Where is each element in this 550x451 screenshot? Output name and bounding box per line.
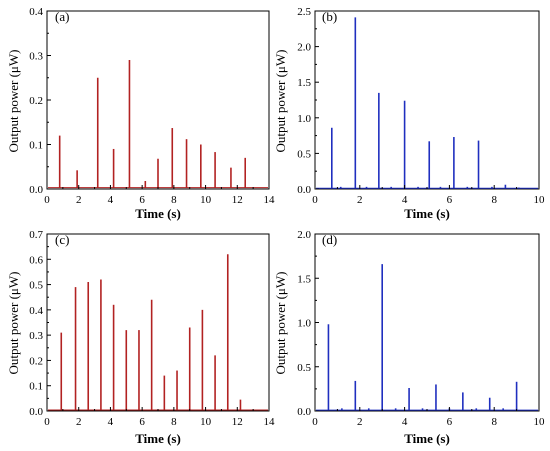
panel-d-x-tick-label-3: 6	[447, 416, 453, 428]
panel-d-y-tick-label-0: 0.0	[297, 406, 311, 418]
panel-c-x-tick-label-3: 6	[139, 416, 145, 428]
panel-c-y-tick-label-7: 0.7	[29, 229, 43, 241]
panel-c-y-tick-label-0: 0.0	[29, 406, 43, 418]
panel-c-x-tick-label-2: 4	[108, 416, 114, 428]
panel-b-y-tick-label-0: 0.0	[297, 184, 311, 196]
panel-c-x-tick-label-0: 0	[44, 416, 50, 428]
panel-d-x-tick-label-5: 10	[534, 416, 546, 428]
panel-c-y-tick-label-1: 0.1	[29, 381, 43, 393]
panel-d-y-tick-label-2: 1.0	[297, 318, 311, 330]
panel-b-y-tick-label-5: 2.5	[297, 6, 311, 18]
panel-b-y-tick-label-1: 0.5	[297, 148, 311, 160]
panel-a-x-tick-label-3: 6	[139, 194, 145, 206]
panel-c-x-tick-label-1: 2	[76, 416, 82, 428]
panel-b-y-tick-label-2: 1.0	[297, 113, 311, 125]
panel-c-y-tick-label-3: 0.3	[29, 330, 43, 342]
panel-d-x-tick-label-1: 2	[357, 416, 363, 428]
panel-d-x-axis-label: Time (s)	[404, 431, 450, 446]
panel-a-y-tick-label-3: 0.3	[29, 51, 43, 63]
panel-b: (b) Output power (μW) Time (s) 0 2 4 6 8 10 0.…	[273, 6, 545, 221]
panel-a-x-tick-label-6: 12	[232, 194, 243, 206]
panel-c-x-tick-label-6: 12	[232, 416, 243, 428]
panel-d-y-axis-label: Output power (μW)	[273, 272, 288, 375]
panel-d-x-tick-label-0: 0	[312, 416, 318, 428]
panel-a-label: (a)	[55, 9, 69, 24]
panel-b-label: (b)	[322, 9, 337, 24]
panel-b-x-tick-label-2: 4	[402, 194, 408, 206]
panel-a-x-tick-label-2: 4	[108, 194, 114, 206]
panel-a-y-tick-label-2: 0.2	[29, 95, 43, 107]
panel-b-x-axis-label: Time (s)	[404, 206, 450, 221]
panel-c-x-tick-label-5: 10	[200, 416, 212, 428]
panel-a-y-axis-label: Output power (μW)	[6, 50, 21, 153]
panel-c-y-tick-label-6: 0.6	[29, 254, 43, 266]
panel-d-label: (d)	[322, 232, 337, 247]
panel-c-y-axis-label: Output power (μW)	[6, 272, 21, 375]
panel-b-y-axis-label: Output power (μW)	[273, 50, 288, 153]
panel-c-y-tick-label-5: 0.5	[29, 280, 43, 292]
panel-a: (a) Output power (μW) Time (s) 0 2 4 6 8 10 12…	[6, 6, 275, 221]
panel-d-y-tick-label-3: 1.5	[297, 273, 311, 285]
panel-d: (d) Output power (μW) Time (s) 0 2 4 6 8 10 0.…	[273, 229, 545, 446]
panel-b-x-tick-label-4: 8	[491, 194, 497, 206]
panel-c-x-tick-label-7: 14	[264, 416, 276, 428]
panel-a-x-tick-label-0: 0	[44, 194, 50, 206]
panel-b-x-tick-label-1: 2	[357, 194, 363, 206]
panel-b-plot-frame	[314, 10, 540, 190]
panel-a-y-tick-label-4: 0.4	[29, 6, 43, 18]
panel-b-x-tick-label-5: 10	[534, 194, 546, 206]
panel-d-x-tick-label-4: 8	[491, 416, 497, 428]
panel-a-y-tick-label-0: 0.0	[29, 184, 43, 196]
panel-c-x-tick-label-4: 8	[171, 416, 177, 428]
panel-a-x-tick-label-4: 8	[171, 194, 177, 206]
panel-b-y-tick-label-4: 2.0	[297, 42, 311, 54]
panel-a-y-tick-label-1: 0.1	[29, 140, 43, 152]
panel-d-x-tick-label-2: 4	[402, 416, 408, 428]
panel-b-y-tick-label-3: 1.5	[297, 77, 311, 89]
panel-c: (c) Output power (μW) Time (s) 0 2 4 6 8 10 12…	[6, 229, 275, 446]
panel-a-x-tick-label-1: 2	[76, 194, 82, 206]
panel-a-x-axis-label: Time (s)	[135, 206, 181, 221]
panel-c-label: (c)	[55, 232, 69, 247]
panel-c-x-axis-label: Time (s)	[135, 431, 181, 446]
panel-a-x-tick-label-5: 10	[200, 194, 212, 206]
panel-b-x-tick-label-0: 0	[312, 194, 318, 206]
panel-d-plot-frame	[314, 233, 540, 412]
panel-d-y-tick-label-4: 2.0	[297, 229, 311, 241]
panel-d-y-tick-label-1: 0.5	[297, 362, 311, 374]
panel-c-y-tick-label-4: 0.4	[29, 305, 43, 317]
panel-a-x-tick-label-7: 14	[264, 194, 276, 206]
panel-c-plot-frame	[46, 233, 270, 412]
panel-b-x-tick-label-3: 6	[447, 194, 453, 206]
panel-c-y-tick-label-2: 0.2	[29, 355, 43, 367]
